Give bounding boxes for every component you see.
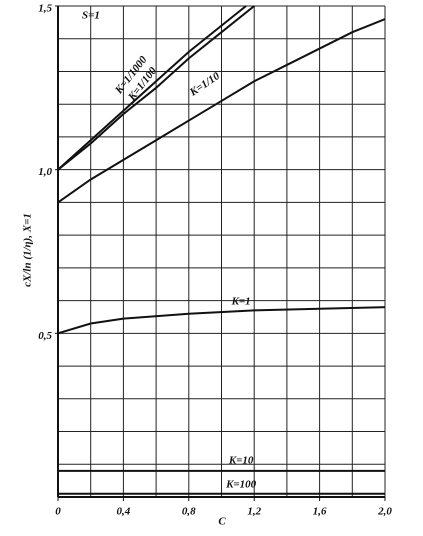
y-tick-label: 1,0 <box>38 166 52 178</box>
legend-label: K=1/10 <box>187 70 222 99</box>
x-axis-label: C <box>218 516 226 528</box>
legend-label: K=100 <box>225 478 257 490</box>
x-tick-label: 0,4 <box>117 506 131 518</box>
legend-label: K=1 <box>231 296 251 308</box>
x-tick-label: 2,0 <box>377 506 392 518</box>
y-tick-label: 1,5 <box>38 3 52 15</box>
line <box>57 18 386 204</box>
line <box>57 5 255 171</box>
x-tick-label: 0,8 <box>182 506 196 518</box>
legend-label: K=10 <box>228 454 254 466</box>
line <box>57 306 386 335</box>
line <box>57 5 247 171</box>
x-tick-label: 1,2 <box>247 506 261 518</box>
y-tick-label: 0,5 <box>38 330 52 342</box>
x-tick-label: 1,6 <box>313 506 327 518</box>
x-tick-label: 0 <box>55 506 61 518</box>
y-axis-label: cX/ln (1/η), X=1 <box>22 213 34 287</box>
